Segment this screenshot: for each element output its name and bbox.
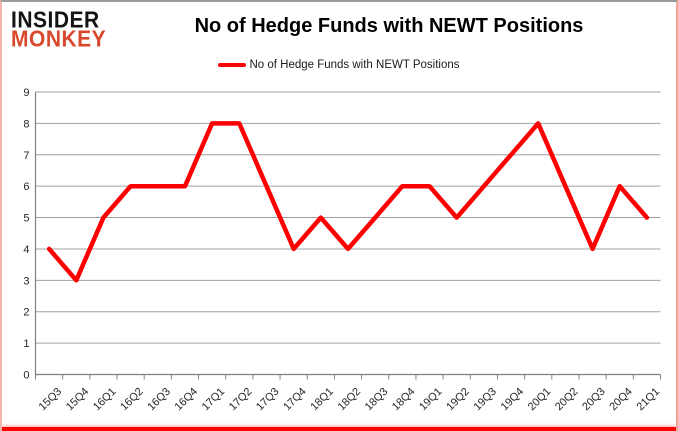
x-axis-label: 20Q2 (553, 386, 581, 414)
x-axis-label: 16Q3 (145, 386, 173, 414)
y-axis-label: 7 (23, 150, 29, 162)
x-axis-label: 16Q1 (91, 386, 119, 414)
y-axis-label: 3 (23, 275, 29, 287)
y-axis-label: 8 (23, 118, 29, 130)
x-axis-label: 19Q4 (499, 386, 527, 414)
x-axis-label: 19Q3 (471, 386, 499, 414)
y-axis-label: 6 (23, 181, 29, 193)
x-axis-label: 19Q2 (444, 386, 472, 414)
x-axis-label: 15Q4 (64, 386, 92, 414)
x-axis-label: 18Q4 (390, 386, 418, 414)
x-axis-label: 17Q2 (227, 386, 255, 414)
x-axis-label: 16Q4 (173, 386, 201, 414)
series-line (46, 121, 650, 283)
x-axis-label: 18Q2 (336, 386, 364, 414)
x-axis-label: 19Q1 (417, 386, 445, 414)
x-axis-label: 16Q2 (118, 386, 146, 414)
y-axis-label: 4 (23, 244, 29, 256)
bottom-red-border (2, 427, 676, 431)
y-axis-label: 1 (23, 338, 29, 350)
insider-monkey-logo: INSIDER MONKEY (11, 7, 107, 52)
y-axis-label: 9 (23, 87, 29, 99)
x-axis-label: 20Q1 (526, 386, 554, 414)
x-axis-label: 18Q1 (308, 386, 336, 414)
x-axis-label: 18Q3 (363, 386, 391, 414)
x-axis-label: 20Q4 (607, 386, 635, 414)
y-axis-label: 0 (23, 370, 29, 382)
y-axis-label: 2 (23, 307, 29, 319)
legend-line-swatch (218, 62, 247, 68)
x-axis-label: 17Q3 (254, 386, 282, 414)
logo-text-monkey: MONKEY (11, 27, 107, 52)
x-axis-label: 17Q4 (281, 386, 309, 414)
chart-title: No of Hedge Funds with NEWT Positions (194, 15, 584, 37)
x-axis-label: 21Q1 (635, 386, 663, 414)
legend-label: No of Hedge Funds with NEWT Positions (249, 59, 460, 71)
logo-text-insider: INSIDER (11, 7, 100, 33)
x-axis-label: 20Q3 (580, 386, 608, 414)
y-axis-label: 5 (23, 213, 29, 225)
x-axis-label: 15Q3 (37, 386, 65, 414)
chart-legend: No of Hedge Funds with NEWT Positions (2, 59, 676, 71)
x-axis-label: 17Q1 (200, 386, 228, 414)
